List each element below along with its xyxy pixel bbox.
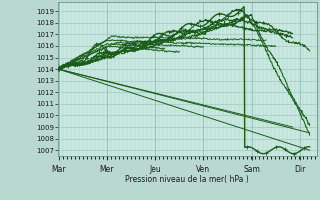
X-axis label: Pression niveau de la mer( hPa ): Pression niveau de la mer( hPa ) <box>125 175 249 184</box>
